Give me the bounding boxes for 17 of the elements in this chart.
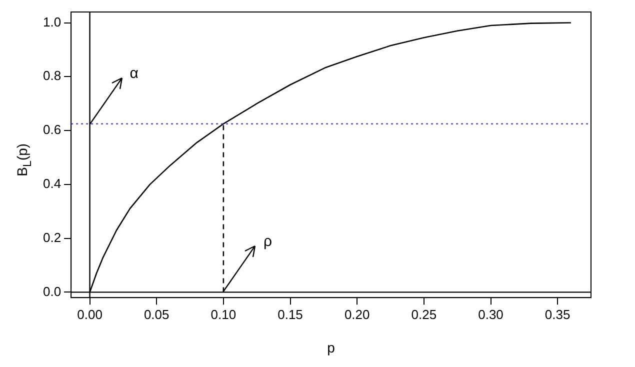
x-axis-title: p bbox=[327, 339, 336, 356]
x-tick-label: 0.20 bbox=[344, 306, 370, 322]
annotation: α bbox=[130, 64, 138, 82]
y-tick-label: 0.2 bbox=[42, 230, 62, 245]
x-tick-label: 0.10 bbox=[210, 306, 236, 322]
x-tick-label: 0.25 bbox=[411, 306, 437, 322]
x-tick-label: 0.15 bbox=[278, 306, 303, 322]
y-tick-label: 0.4 bbox=[42, 176, 62, 192]
y-tick-label: 0.8 bbox=[42, 68, 62, 84]
x-tick-label: 0.30 bbox=[478, 306, 504, 322]
y-tick-label: 0.6 bbox=[42, 122, 62, 138]
x-tick-label: 0.00 bbox=[77, 306, 102, 322]
x-tick-label: 0.35 bbox=[544, 306, 570, 322]
y-tick-label: 1.0 bbox=[42, 14, 62, 30]
annotation: ρ bbox=[263, 233, 272, 250]
y-tick-label: 0.0 bbox=[42, 284, 62, 299]
x-tick-label: 0.05 bbox=[144, 306, 170, 322]
